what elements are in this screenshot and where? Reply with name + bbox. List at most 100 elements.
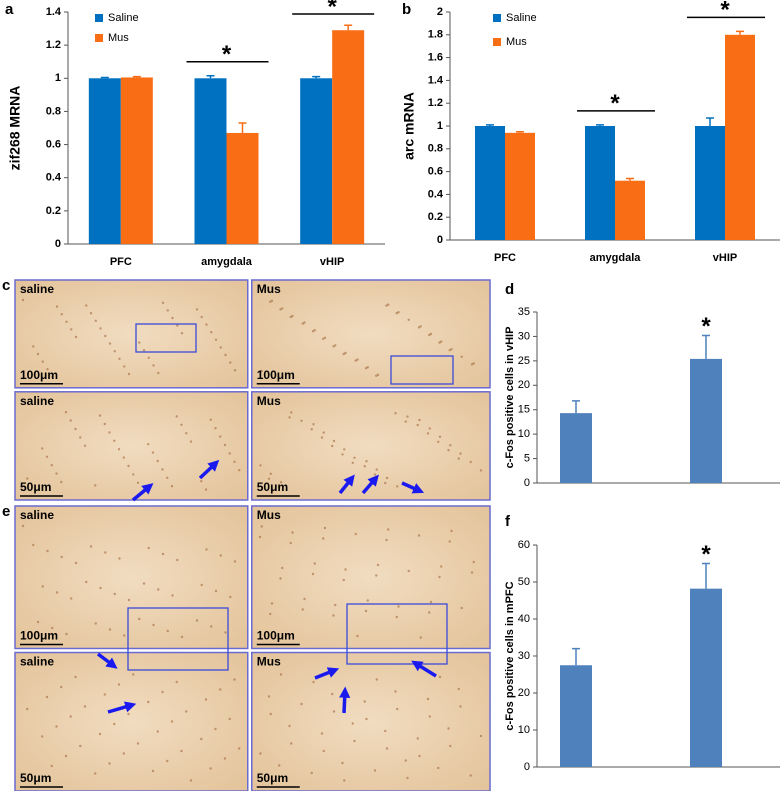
cell-speck	[419, 636, 422, 639]
cell-speck	[449, 744, 452, 748]
error-bar	[626, 177, 634, 181]
cell-speck	[180, 423, 183, 426]
y-tick-label: 0.2	[46, 205, 61, 217]
cell-speck	[233, 678, 236, 681]
y-tick-label: 1.4	[428, 74, 444, 86]
cell-speck	[385, 747, 389, 750]
cell-speck	[108, 762, 111, 765]
cell-speck	[171, 316, 174, 320]
y-tick-label: 35	[518, 306, 530, 318]
cell-speck	[147, 443, 150, 446]
cell-speck	[428, 427, 431, 430]
y-tick-label: 0	[55, 238, 61, 250]
y-tick-label: 0.6	[428, 166, 443, 178]
cell-speck	[472, 362, 475, 365]
cell-speck	[343, 448, 346, 451]
cell-speck	[70, 597, 73, 600]
cell-speck	[300, 702, 303, 706]
cell-speck	[229, 361, 232, 364]
x-tick-label: amygdala	[590, 252, 642, 264]
cell-speck	[195, 308, 199, 311]
cell-speck	[384, 481, 387, 485]
cell-speck	[447, 449, 450, 452]
cell-speck	[21, 524, 25, 528]
cell-speck	[364, 609, 368, 613]
cell-speck	[344, 351, 347, 355]
cell-speck	[260, 525, 263, 528]
cell-speck	[238, 747, 241, 750]
micrograph	[251, 279, 491, 389]
cell-speck	[108, 431, 111, 434]
cell-speck	[332, 710, 336, 713]
cell-speck	[195, 619, 199, 622]
cell-speck	[142, 582, 146, 585]
roi-box	[390, 355, 454, 385]
y-tick-label: 25	[518, 355, 530, 367]
error-bar	[572, 647, 580, 666]
cell-speck	[151, 451, 155, 454]
legend-swatch	[95, 14, 103, 22]
cell-speck	[41, 360, 44, 363]
cell-speck	[210, 331, 213, 334]
cell-speck	[428, 715, 431, 718]
y-tick-label: 0.8	[46, 105, 61, 117]
y-tick-label: 50	[518, 576, 530, 588]
cell-speck	[312, 680, 315, 684]
cell-speck	[426, 432, 430, 435]
micrograph	[14, 651, 249, 791]
cell-speck	[50, 764, 53, 768]
y-tick-label: 1.4	[46, 6, 62, 18]
cell-speck	[32, 543, 35, 547]
cell-speck	[94, 622, 97, 625]
cell-speck	[219, 688, 222, 691]
legend-label: Saline	[506, 12, 537, 24]
cell-speck	[267, 477, 271, 480]
cell-speck	[103, 693, 106, 696]
cell-speck	[127, 372, 131, 376]
cell-speck	[450, 348, 453, 351]
y-tick-label: 5	[524, 452, 530, 464]
cell-speck	[437, 440, 440, 443]
cell-speck	[55, 591, 59, 594]
cell-speck	[394, 690, 397, 693]
cell-speck	[479, 469, 483, 472]
cell-speck	[104, 334, 107, 338]
cell-speck	[332, 345, 335, 348]
cell-speck	[354, 359, 357, 362]
error-bar	[702, 562, 710, 589]
cell-speck	[138, 617, 141, 621]
cell-speck	[51, 375, 54, 378]
panel-letter: d	[505, 281, 514, 298]
cell-speck	[156, 459, 159, 463]
cell-speck	[64, 411, 68, 414]
error-bar	[100, 76, 109, 79]
error-bar	[596, 124, 604, 126]
cell-speck	[320, 732, 324, 735]
cell-speck	[55, 725, 58, 728]
cell-speck	[366, 599, 369, 602]
cell-speck	[416, 737, 419, 740]
cell-speck	[98, 414, 102, 417]
cell-speck	[418, 754, 421, 758]
cell-speck	[60, 480, 63, 484]
error-bar	[706, 117, 714, 126]
cell-speck	[117, 448, 121, 451]
scale-label: 100μm	[20, 629, 58, 643]
bar	[300, 78, 333, 245]
cell-speck	[122, 752, 125, 755]
significance-star: *	[222, 41, 232, 68]
cell-speck	[396, 485, 399, 488]
cell-speck	[65, 632, 68, 636]
significance-star: *	[720, 0, 730, 24]
cell-speck	[469, 460, 472, 464]
arrow	[96, 652, 118, 669]
error-bar	[702, 334, 710, 359]
y-tick-label: 0.6	[46, 138, 61, 150]
cell-speck	[259, 464, 262, 467]
cell-speck	[375, 374, 378, 377]
cell-speck	[166, 759, 169, 763]
cell-speck	[322, 431, 325, 434]
cell-speck	[223, 757, 227, 760]
cell-speck	[161, 468, 164, 471]
cell-speck	[41, 585, 44, 588]
